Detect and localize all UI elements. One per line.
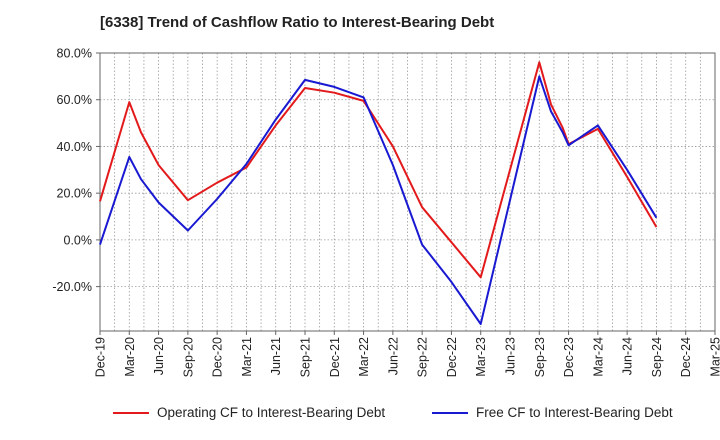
x-tick-label: Mar-25 [709, 337, 720, 377]
y-tick-label: 80.0% [57, 47, 92, 61]
y-tick-label: 20.0% [57, 187, 92, 201]
series-layer [99, 61, 658, 325]
x-tick-label: Dec-24 [679, 337, 693, 377]
series-line-operating-cf [99, 61, 658, 279]
y-tick-label: 60.0% [57, 93, 92, 107]
x-tick-label: Jun-21 [269, 337, 283, 375]
x-tick-label: Mar-20 [123, 337, 137, 377]
y-axis-ticks: 80.0% 60.0% 40.0% 20.0% 0.0% -20.0% [52, 47, 100, 294]
legend-swatch-operating-cf [113, 411, 149, 414]
grid-layer [100, 52, 715, 331]
x-tick-label: Sep-21 [299, 337, 313, 377]
legend-label-operating-cf: Operating CF to Interest-Bearing Debt [157, 405, 386, 420]
y-tick-label: 0.0% [64, 233, 93, 247]
x-tick-label: Sep-20 [181, 337, 195, 377]
series-line-free-cf [99, 75, 658, 325]
legend-swatch-free-cf [432, 411, 468, 414]
x-tick-label: Jun-24 [621, 337, 635, 375]
y-tick-label: -20.0% [52, 280, 92, 294]
legend-item-free-cf: Free CF to Interest-Bearing Debt [432, 405, 673, 420]
x-tick-label: Dec-20 [211, 337, 225, 377]
x-tick-label: Dec-19 [94, 337, 108, 377]
x-tick-label: Dec-22 [445, 337, 459, 377]
x-tick-label: Sep-22 [416, 337, 430, 377]
x-axis-ticks: Dec-19 Mar-20 Jun-20 Sep-20 Dec-20 Mar-21 Jun-… [94, 331, 720, 377]
x-tick-label: Mar-23 [474, 337, 488, 377]
x-tick-label: Dec-23 [562, 337, 576, 377]
chart-title: [6338] Trend of Cashflow Ratio to Intere… [100, 14, 495, 31]
x-tick-label: Jun-23 [504, 337, 518, 375]
legend-item-operating-cf: Operating CF to Interest-Bearing Debt [113, 405, 385, 420]
legend-label-free-cf: Free CF to Interest-Bearing Debt [476, 405, 673, 420]
y-tick-label: 40.0% [57, 140, 92, 154]
x-tick-label: Jun-22 [386, 337, 400, 375]
x-tick-label: Sep-24 [650, 337, 664, 377]
x-tick-label: Mar-22 [357, 337, 371, 377]
x-tick-label: Mar-21 [240, 337, 254, 377]
x-tick-label: Dec-21 [328, 337, 342, 377]
plot-area [99, 52, 716, 332]
x-tick-label: Jun-20 [152, 337, 166, 375]
x-tick-label: Sep-23 [533, 337, 547, 377]
x-tick-label: Mar-24 [591, 337, 605, 377]
